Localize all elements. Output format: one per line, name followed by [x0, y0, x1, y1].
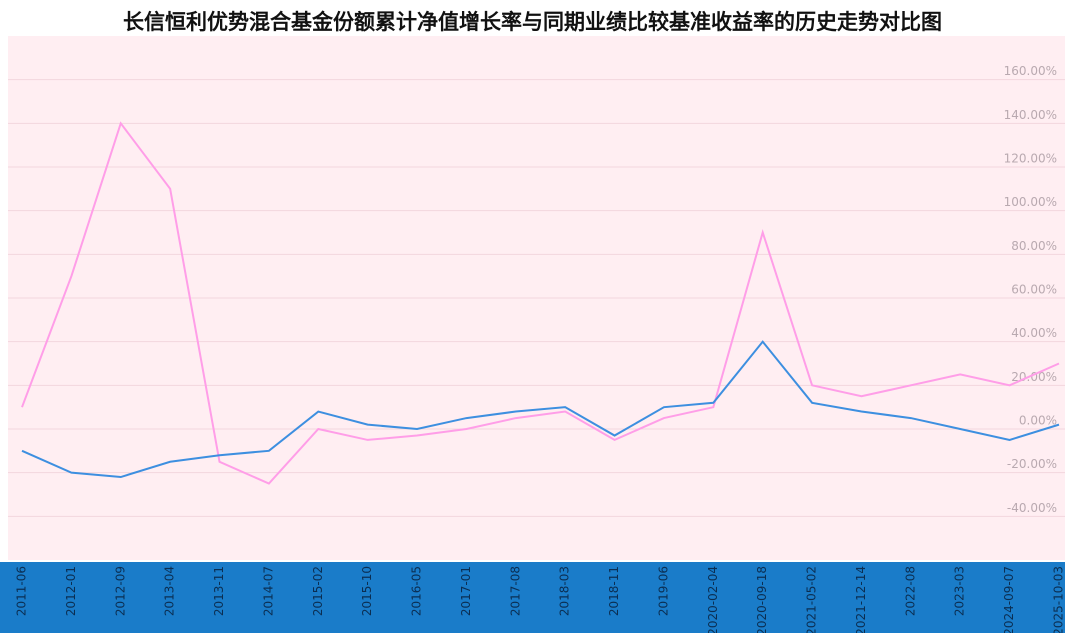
y-tick-label: 80.00%: [1011, 239, 1057, 253]
x-tick-label: 2012-09: [113, 566, 127, 616]
x-tick-label: 2022-08: [903, 566, 917, 616]
x-tick-label: 2018-11: [607, 566, 621, 616]
x-tick-label: 2013-11: [212, 566, 226, 616]
x-tick-label: 2017-08: [508, 566, 522, 616]
x-tick-label: 2013-04: [163, 566, 177, 616]
y-tick-label: 60.00%: [1011, 283, 1057, 297]
y-tick-label: 100.00%: [1004, 195, 1057, 209]
x-tick-label: 2016-05: [410, 566, 424, 616]
x-tick-label: 2020-02-04: [706, 566, 720, 633]
x-tick-label: 2015-02: [311, 566, 325, 616]
y-tick-label: -40.00%: [1007, 501, 1057, 515]
x-tick-label: 2024-09-07: [1002, 566, 1016, 633]
chart: -40.00%-20.00%0.00%20.00%40.00%60.00%80.…: [0, 0, 1065, 633]
y-tick-label: 0.00%: [1019, 414, 1057, 428]
chart-title: 长信恒利优势混合基金份额累计净值增长率与同期业绩比较基准收益率的历史走势对比图: [0, 6, 1065, 36]
x-tick-label: 2021-05-02: [805, 566, 819, 633]
x-tick-label: 2011-06: [15, 566, 29, 616]
x-tick-label: 2017-01: [459, 566, 473, 616]
x-tick-label: 2025-10-03: [1052, 566, 1065, 633]
y-tick-label: -20.00%: [1007, 457, 1057, 471]
y-tick-label: 140.00%: [1004, 108, 1057, 122]
x-tick-label: 2012-01: [64, 566, 78, 616]
y-tick-label: 160.00%: [1004, 64, 1057, 78]
y-tick-label: 120.00%: [1004, 152, 1057, 166]
x-tick-label: 2020-09-18: [755, 566, 769, 633]
x-tick-label: 2019-06: [656, 566, 670, 616]
x-tick-label: 2015-10: [360, 566, 374, 616]
x-tick-label: 2021-12-14: [854, 566, 868, 633]
x-tick-label: 2014-07: [261, 566, 275, 616]
x-tick-label: 2023-03: [953, 566, 967, 616]
x-tick-label: 2018-03: [558, 566, 572, 616]
y-tick-label: 40.00%: [1011, 326, 1057, 340]
page: -40.00%-20.00%0.00%20.00%40.00%60.00%80.…: [0, 0, 1065, 633]
